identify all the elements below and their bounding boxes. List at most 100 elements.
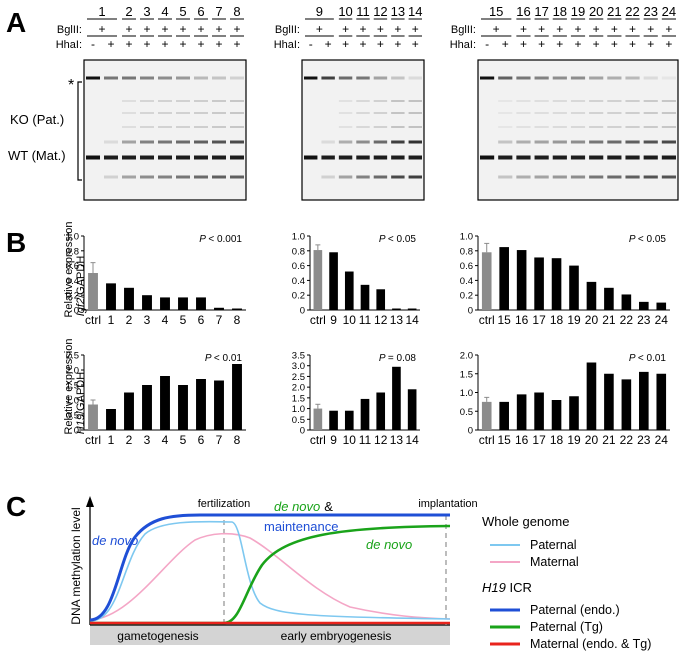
gel-band xyxy=(589,155,604,160)
lane-number: 19 xyxy=(571,4,585,19)
gel-band xyxy=(625,76,640,80)
gel-band xyxy=(373,155,388,160)
y-tick-label: 0.5 xyxy=(292,415,305,426)
gel-band-faint xyxy=(338,112,353,114)
gel-band xyxy=(104,76,118,80)
gel-band xyxy=(176,76,190,80)
lane-number: 22 xyxy=(625,4,639,19)
y-tick-label: 1.0 xyxy=(66,396,79,407)
gel-band xyxy=(194,155,208,160)
gel-band-faint xyxy=(176,126,190,128)
bglii-label: BglII: xyxy=(275,24,300,36)
bar xyxy=(88,404,98,430)
x-tick-label: 3 xyxy=(144,313,151,327)
gel-band xyxy=(516,155,531,160)
gel-band-faint xyxy=(661,126,676,128)
hhai-sign: + xyxy=(502,37,509,51)
gel-band xyxy=(212,175,226,179)
bar xyxy=(142,295,152,310)
gel-band xyxy=(498,175,513,179)
gel-band-faint xyxy=(498,100,513,102)
hhai-sign: + xyxy=(215,37,222,51)
gel-band-faint xyxy=(552,100,567,102)
gel-panel: BglII:HhaI:1+- +2++3++4++5++6++7++8++BglI… xyxy=(56,4,679,201)
hhai-sign: - xyxy=(485,37,489,51)
gel-band-faint xyxy=(194,100,208,102)
lane-number: 18 xyxy=(553,4,567,19)
gel-band xyxy=(86,155,100,160)
x-tick-label: 3 xyxy=(144,433,151,447)
y-tick-label: 0.8 xyxy=(460,246,473,257)
gel-band xyxy=(338,140,353,144)
y-tick-label: 2.0 xyxy=(66,366,79,377)
gel-band-faint xyxy=(607,112,622,114)
gel-band-faint xyxy=(373,112,388,114)
x-tick-label: 20 xyxy=(585,433,599,447)
label-de-novo-left: de novo xyxy=(92,533,138,548)
gel-band-faint xyxy=(408,100,422,102)
hhai-sign: - xyxy=(91,37,95,51)
bar xyxy=(313,408,323,430)
bar xyxy=(376,289,386,310)
bar xyxy=(407,389,417,430)
bar xyxy=(639,301,649,310)
gel-band-faint xyxy=(408,112,422,114)
x-tick-label: 14 xyxy=(405,433,419,447)
bglii-sign: + xyxy=(593,22,600,36)
p-value: P = 0.08 xyxy=(379,353,417,364)
p-value: P < 0.01 xyxy=(205,353,243,364)
bar xyxy=(481,401,492,430)
bar xyxy=(106,283,116,310)
gel-band-faint xyxy=(552,112,567,114)
hhai-sign: + xyxy=(665,37,672,51)
x-tick-label: 5 xyxy=(180,433,187,447)
x-tick-label: 24 xyxy=(655,313,669,327)
gel-band xyxy=(589,140,604,144)
x-tick-label: 5 xyxy=(180,313,187,327)
gel-band-faint xyxy=(338,100,353,102)
bar xyxy=(621,294,632,310)
gel-band xyxy=(570,175,586,179)
gel-band xyxy=(373,140,388,144)
panel-label-b: B xyxy=(6,227,26,258)
y-tick-label: 2.5 xyxy=(292,372,305,383)
curve-pat-tg xyxy=(90,524,451,625)
bar xyxy=(344,410,354,430)
y-tick-label: 0.5 xyxy=(66,411,79,422)
gel-band xyxy=(230,76,244,80)
bar xyxy=(639,371,649,430)
gel-band xyxy=(625,155,640,160)
gel-band xyxy=(643,76,658,80)
gel-band-faint xyxy=(534,112,549,114)
gel-band-faint xyxy=(356,100,370,102)
bar xyxy=(604,373,614,430)
gel-band xyxy=(338,76,353,80)
x-tick-label: 13 xyxy=(390,433,404,447)
y-tick-label: 1.0 xyxy=(460,388,473,399)
lane-number: 17 xyxy=(534,4,548,19)
bglii-label: BglII: xyxy=(57,24,82,36)
gel-band xyxy=(480,76,495,80)
hhai-sign: + xyxy=(611,37,618,51)
x-tick-label: 22 xyxy=(620,433,634,447)
y-tick-label: 0.4 xyxy=(460,276,473,287)
ko-bracket xyxy=(77,81,82,181)
gel-band xyxy=(643,175,658,179)
gel-band-faint xyxy=(338,126,353,128)
bar xyxy=(344,271,354,310)
gel-band xyxy=(643,140,658,144)
gel-band-faint xyxy=(158,100,172,102)
hhai-sign: + xyxy=(143,37,150,51)
gel-band-faint xyxy=(625,126,640,128)
y-tick-label: 0.8 xyxy=(66,246,79,257)
hhai-sign: + xyxy=(342,37,349,51)
gel-band-faint xyxy=(194,112,208,114)
y-tick-label: 0 xyxy=(300,426,305,437)
x-tick-label: 18 xyxy=(550,313,564,327)
x-tick-label: 7 xyxy=(216,313,223,327)
gel-band xyxy=(176,175,190,179)
bglii-sign: + xyxy=(359,22,366,36)
bar xyxy=(124,287,134,310)
y-tick-label: 1.0 xyxy=(292,232,305,243)
